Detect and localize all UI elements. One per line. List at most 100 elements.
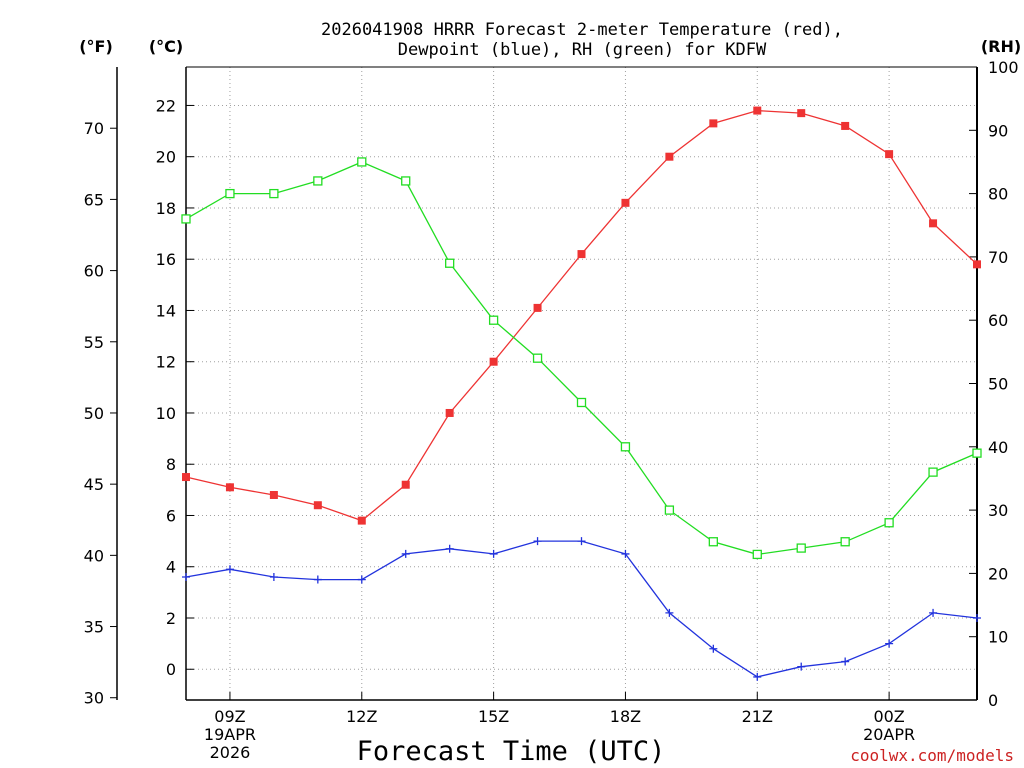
dewpoint-point [445, 544, 454, 553]
rh-point [884, 518, 894, 528]
x-tick-label: 21Z [742, 707, 773, 726]
rh-point [532, 353, 543, 363]
rh-point [357, 157, 367, 167]
dewpoint-point [313, 575, 322, 584]
celsius-tick-label: 22 [156, 96, 176, 115]
fahrenheit-tick-label: 50 [84, 404, 104, 423]
dewpoint-point [709, 644, 718, 653]
celsius-tick-label: 18 [156, 199, 176, 218]
x-tick-label: 19APR [204, 725, 256, 744]
rh-tick-label: 0 [988, 691, 998, 710]
temperature-point [182, 473, 190, 482]
rh-point [972, 448, 982, 458]
dewpoint-point [929, 608, 938, 617]
rh-point [401, 176, 411, 186]
temperature-point [357, 516, 366, 525]
dewpoint-line [185, 540, 978, 678]
fahrenheit-tick-label: 70 [84, 119, 104, 138]
dewpoint-point [797, 662, 806, 671]
series [181, 106, 982, 681]
rh-point [576, 397, 587, 408]
rh-point [269, 188, 279, 199]
temperature-point [841, 121, 850, 130]
temperature-point [665, 152, 674, 161]
rh-point [752, 549, 762, 560]
temperature-point [225, 483, 234, 492]
rh-point [445, 258, 455, 268]
rh-point [664, 505, 675, 515]
rh-point [620, 442, 631, 452]
dewpoint-point [533, 537, 542, 546]
celsius-tick-label: 12 [156, 353, 176, 372]
temperature-point [929, 219, 938, 228]
rh-point [708, 537, 718, 547]
fahrenheit-tick-label: 40 [84, 546, 104, 565]
credit-link[interactable]: coolwx.com/models [850, 746, 1014, 765]
celsius-tick-label: 4 [166, 558, 176, 577]
rh-tick-label: 80 [988, 185, 1008, 204]
dewpoint-point [489, 549, 498, 558]
x-tick-label: 2026 [210, 743, 251, 762]
dewpoint-point [665, 608, 674, 617]
fahrenheit-tick-label: 35 [84, 618, 104, 637]
x-tick-label: 12Z [346, 707, 377, 726]
rh-line [185, 161, 978, 556]
dewpoint-point [182, 572, 190, 581]
dewpoint-point [621, 549, 630, 558]
temperature-point [973, 260, 981, 269]
temperature-line [185, 109, 978, 522]
celsius-tick-label: 8 [166, 455, 176, 474]
celsius-tick-label: 2 [166, 609, 176, 628]
rh-point [488, 315, 499, 325]
x-tick-label: 15Z [478, 707, 509, 726]
rh-point [225, 188, 235, 199]
celsius-unit-label: (°C) [149, 37, 183, 56]
temperature-point [753, 106, 762, 115]
celsius-tick-label: 0 [166, 660, 176, 679]
fahrenheit-tick-label: 60 [84, 262, 104, 281]
temperature-point [797, 109, 806, 118]
rh-point [796, 543, 806, 553]
fahrenheit-tick-label: 65 [84, 190, 104, 209]
dewpoint-point [577, 537, 586, 546]
chart-title-line-1: 2026041908 HRRR Forecast 2-meter Tempera… [321, 20, 843, 40]
x-axis-label: Forecast Time (UTC) [357, 736, 666, 767]
temperature-point [577, 250, 586, 259]
temperature-point [621, 198, 630, 207]
dewpoint-point [225, 565, 234, 574]
dewpoint-point [401, 549, 410, 558]
rh-tick-label: 20 [988, 564, 1008, 583]
rh-tick-label: 50 [988, 375, 1008, 394]
rh-unit-label: (RH) [981, 37, 1021, 56]
fahrenheit-tick-label: 55 [84, 333, 104, 352]
celsius-tick-label: 14 [156, 301, 176, 320]
chart-title-line-2: Dewpoint (blue), RH (green) for KDFW [398, 40, 767, 60]
temperature-point [445, 408, 454, 417]
rh-tick-label: 60 [988, 311, 1008, 330]
dewpoint-point [885, 639, 894, 648]
celsius-tick-label: 20 [156, 148, 176, 167]
temperature-point [401, 480, 410, 489]
rh-tick-label: 30 [988, 501, 1008, 520]
rh-point [313, 176, 323, 186]
rh-point [840, 537, 850, 547]
x-tick-label: 18Z [610, 707, 641, 726]
celsius-tick-label: 16 [156, 250, 176, 269]
dewpoint-point [973, 613, 981, 622]
rh-tick-label: 10 [988, 628, 1008, 647]
dewpoint-point [357, 575, 366, 584]
temperature-point [533, 303, 542, 312]
rh-tick-label: 40 [988, 438, 1008, 457]
grid [186, 67, 977, 700]
temperature-point [885, 150, 894, 159]
temperature-point [709, 119, 718, 128]
temperature-point [269, 490, 278, 499]
temperature-point [313, 501, 322, 510]
rh-tick-label: 100 [988, 58, 1019, 77]
x-tick-label: 00Z [873, 707, 904, 726]
dewpoint-point [841, 657, 850, 666]
axes: 0 2 4 6 8 10 12 14 16 18 20 22 30 35 40 45 50 55 60 65 70 0 10… [84, 58, 1019, 762]
rh-point [181, 214, 191, 224]
x-tick-label: 20APR [863, 725, 915, 744]
